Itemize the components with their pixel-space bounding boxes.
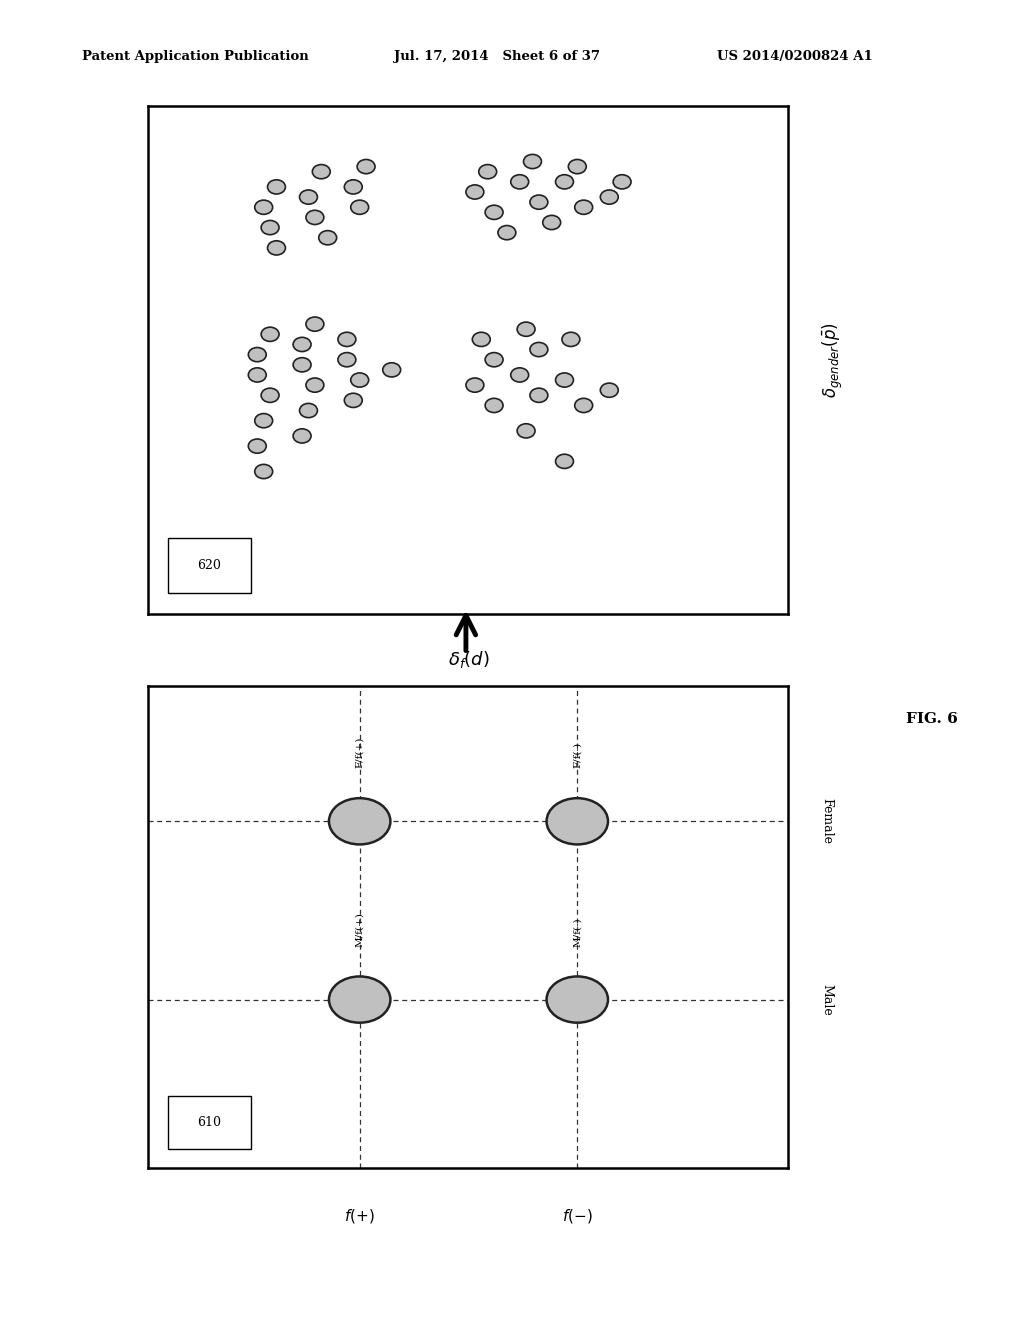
Circle shape <box>312 165 330 178</box>
Circle shape <box>517 424 535 438</box>
Circle shape <box>300 190 317 205</box>
Circle shape <box>523 154 542 169</box>
Circle shape <box>511 368 528 381</box>
Circle shape <box>479 165 497 178</box>
Text: 610: 610 <box>198 1115 221 1129</box>
Text: M/f(-): M/f(-) <box>572 917 582 946</box>
Circle shape <box>600 383 618 397</box>
Circle shape <box>555 174 573 189</box>
Circle shape <box>547 799 608 845</box>
Circle shape <box>555 374 573 387</box>
Circle shape <box>293 358 311 372</box>
Circle shape <box>511 174 528 189</box>
Circle shape <box>350 201 369 214</box>
Text: F/f(-): F/f(-) <box>572 742 582 768</box>
Circle shape <box>255 465 272 479</box>
Circle shape <box>344 393 362 408</box>
Circle shape <box>543 215 561 230</box>
Circle shape <box>530 388 548 403</box>
Text: Female: Female <box>820 799 834 845</box>
Circle shape <box>300 404 317 417</box>
Circle shape <box>547 977 608 1023</box>
Circle shape <box>329 977 390 1023</box>
Circle shape <box>267 180 286 194</box>
Circle shape <box>530 195 548 210</box>
Circle shape <box>306 378 324 392</box>
Circle shape <box>306 210 324 224</box>
Circle shape <box>485 399 503 413</box>
Circle shape <box>338 352 356 367</box>
Circle shape <box>261 327 279 342</box>
Text: $f(+)$: $f(+)$ <box>344 1208 375 1225</box>
Circle shape <box>466 378 483 392</box>
Circle shape <box>248 368 266 381</box>
FancyBboxPatch shape <box>168 537 251 594</box>
Circle shape <box>555 454 573 469</box>
Text: $\delta_{f}(d)$: $\delta_{f}(d)$ <box>447 649 489 671</box>
Circle shape <box>568 160 586 174</box>
Circle shape <box>574 399 593 413</box>
Circle shape <box>472 333 490 346</box>
Circle shape <box>255 201 272 214</box>
Circle shape <box>350 374 369 387</box>
Text: 620: 620 <box>198 560 221 572</box>
Circle shape <box>613 174 631 189</box>
Circle shape <box>255 413 272 428</box>
Circle shape <box>466 185 483 199</box>
Circle shape <box>344 180 362 194</box>
Circle shape <box>261 220 279 235</box>
Circle shape <box>485 205 503 219</box>
Text: Male: Male <box>820 983 834 1015</box>
Circle shape <box>600 190 618 205</box>
Circle shape <box>293 338 311 351</box>
Circle shape <box>318 231 337 244</box>
Circle shape <box>498 226 516 240</box>
Circle shape <box>248 440 266 453</box>
Circle shape <box>329 799 390 845</box>
Circle shape <box>562 333 580 346</box>
Circle shape <box>248 347 266 362</box>
Circle shape <box>261 388 279 403</box>
Circle shape <box>293 429 311 444</box>
Circle shape <box>383 363 400 378</box>
Circle shape <box>517 322 535 337</box>
Text: M/f(+): M/f(+) <box>355 912 365 946</box>
Text: Patent Application Publication: Patent Application Publication <box>82 50 308 63</box>
FancyBboxPatch shape <box>168 1096 251 1148</box>
Circle shape <box>485 352 503 367</box>
Text: $f(-)$: $f(-)$ <box>562 1208 593 1225</box>
Circle shape <box>338 333 356 346</box>
Text: US 2014/0200824 A1: US 2014/0200824 A1 <box>717 50 872 63</box>
Circle shape <box>574 201 593 214</box>
Text: $\delta_{gender}(\bar{p})$: $\delta_{gender}(\bar{p})$ <box>820 322 845 397</box>
Circle shape <box>530 342 548 356</box>
Text: Jul. 17, 2014   Sheet 6 of 37: Jul. 17, 2014 Sheet 6 of 37 <box>394 50 600 63</box>
Circle shape <box>357 160 375 174</box>
Text: FIG. 6: FIG. 6 <box>906 713 958 726</box>
Circle shape <box>267 240 286 255</box>
Text: F/f(+): F/f(+) <box>355 737 365 768</box>
Circle shape <box>306 317 324 331</box>
